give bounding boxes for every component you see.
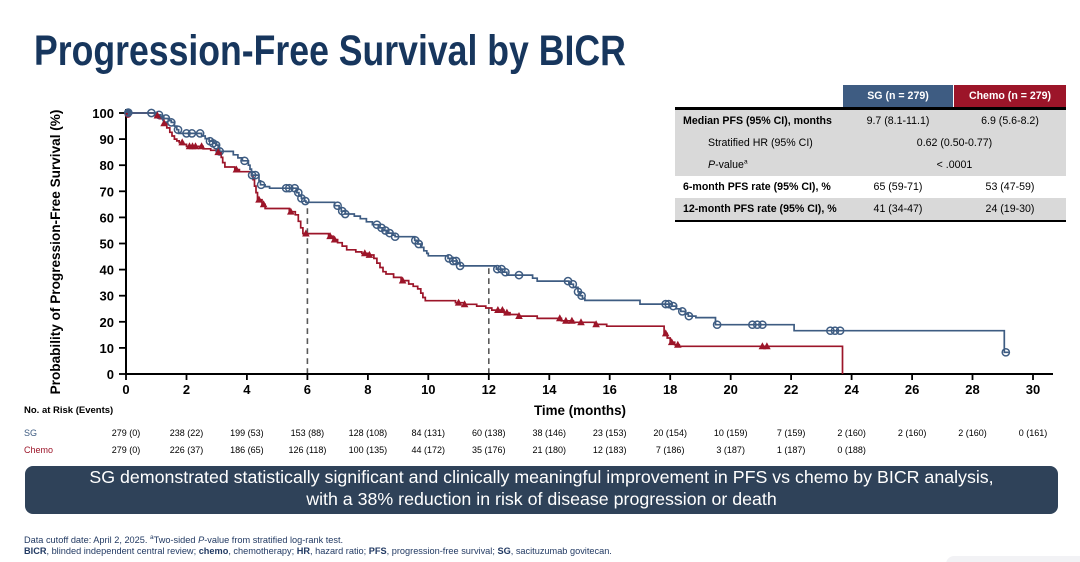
svg-text:279 (0): 279 (0) <box>112 445 141 455</box>
svg-text:80: 80 <box>100 158 114 173</box>
svg-text:38 (146): 38 (146) <box>533 428 567 438</box>
svg-text:20: 20 <box>723 382 737 397</box>
svg-text:Chemo: Chemo <box>24 445 53 455</box>
svg-text:SG: SG <box>24 428 37 438</box>
svg-text:10 (159): 10 (159) <box>714 428 748 438</box>
svg-text:153 (88): 153 (88) <box>291 428 325 438</box>
svg-text:186 (65): 186 (65) <box>230 445 264 455</box>
svg-text:14: 14 <box>542 382 557 397</box>
svg-text:44 (172): 44 (172) <box>412 445 446 455</box>
svg-text:12 (183): 12 (183) <box>593 445 627 455</box>
svg-text:40: 40 <box>100 263 114 278</box>
svg-text:60 (138): 60 (138) <box>472 428 506 438</box>
svg-text:128 (108): 128 (108) <box>349 428 388 438</box>
svg-text:20: 20 <box>100 315 114 330</box>
svg-text:279 (0): 279 (0) <box>112 428 141 438</box>
svg-text:100: 100 <box>92 106 114 121</box>
svg-text:3 (187): 3 (187) <box>716 445 745 455</box>
svg-text:21 (180): 21 (180) <box>533 445 567 455</box>
svg-text:0 (188): 0 (188) <box>837 445 866 455</box>
svg-text:23 (153): 23 (153) <box>593 428 627 438</box>
svg-text:70: 70 <box>100 184 114 199</box>
svg-text:0: 0 <box>107 367 114 382</box>
svg-text:26: 26 <box>905 382 919 397</box>
svg-text:2 (160): 2 (160) <box>898 428 927 438</box>
svg-text:0: 0 <box>122 382 129 397</box>
svg-text:30: 30 <box>1026 382 1040 397</box>
svg-text:199 (53): 199 (53) <box>230 428 264 438</box>
svg-text:7 (186): 7 (186) <box>656 445 685 455</box>
svg-text:20 (154): 20 (154) <box>653 428 687 438</box>
svg-text:28: 28 <box>965 382 979 397</box>
svg-text:2 (160): 2 (160) <box>958 428 987 438</box>
svg-text:226 (37): 226 (37) <box>170 445 204 455</box>
svg-text:7 (159): 7 (159) <box>777 428 806 438</box>
svg-text:10: 10 <box>100 341 114 356</box>
svg-text:No. at Risk (Events): No. at Risk (Events) <box>24 405 113 416</box>
svg-text:16: 16 <box>602 382 616 397</box>
svg-text:238 (22): 238 (22) <box>170 428 204 438</box>
svg-text:100 (135): 100 (135) <box>349 445 388 455</box>
svg-text:22: 22 <box>784 382 798 397</box>
svg-text:Time (months): Time (months) <box>534 403 626 418</box>
svg-text:0 (161): 0 (161) <box>1019 428 1048 438</box>
svg-text:90: 90 <box>100 132 114 147</box>
svg-text:126 (118): 126 (118) <box>288 445 326 455</box>
svg-text:24: 24 <box>844 382 859 397</box>
svg-text:1 (187): 1 (187) <box>777 445 806 455</box>
svg-text:4: 4 <box>243 382 251 397</box>
svg-text:2 (160): 2 (160) <box>837 428 866 438</box>
svg-text:18: 18 <box>663 382 677 397</box>
svg-text:2: 2 <box>183 382 190 397</box>
svg-text:35 (176): 35 (176) <box>472 445 506 455</box>
svg-text:84 (131): 84 (131) <box>412 428 446 438</box>
svg-text:6: 6 <box>304 382 311 397</box>
svg-text:30: 30 <box>100 289 114 304</box>
svg-text:12: 12 <box>482 382 496 397</box>
svg-text:8: 8 <box>364 382 371 397</box>
svg-text:Probability of Progression-Fre: Probability of Progression-Free Survival… <box>48 110 63 395</box>
svg-text:60: 60 <box>100 210 114 225</box>
svg-text:10: 10 <box>421 382 435 397</box>
svg-text:50: 50 <box>100 237 114 252</box>
